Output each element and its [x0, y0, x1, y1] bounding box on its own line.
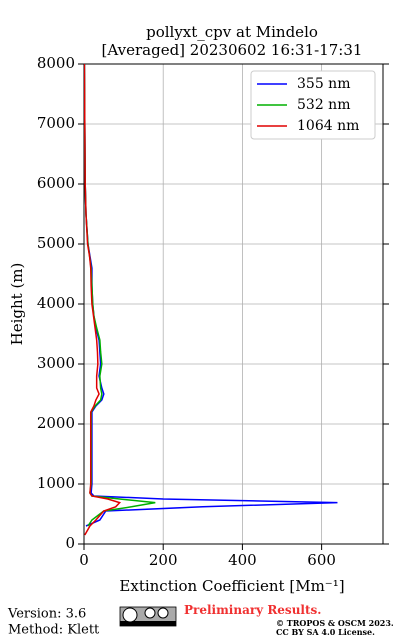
y-tick-label: 4000 [37, 294, 75, 312]
y-axis-label: Height (m) [8, 263, 26, 346]
copyright: © TROPOS & OSCM 2023. [276, 618, 394, 628]
y-tick-label: 0 [65, 534, 75, 552]
chart-title: pollyxt_cpv at Mindelo [146, 23, 318, 41]
x-axis-label: Extinction Coefficient [Mm⁻¹] [119, 577, 344, 595]
preliminary-note: Preliminary Results. [184, 603, 321, 617]
profile-line [84, 64, 122, 536]
profile-line [84, 64, 156, 527]
x-tick-label: 400 [228, 551, 257, 569]
cc-badge [119, 606, 177, 627]
y-tick-label: 1000 [37, 474, 75, 492]
legend-box [250, 70, 376, 140]
version: Version: 3.6 [7, 607, 86, 622]
y-tick-label: 7000 [37, 114, 75, 132]
x-tick-label: 0 [79, 551, 89, 569]
legend-label: 355 nm [297, 76, 350, 92]
y-tick-label: 5000 [37, 234, 75, 252]
legend-label: 532 nm [297, 97, 350, 113]
x-tick-label: 600 [307, 551, 336, 569]
plot-frame [83, 63, 384, 545]
chart-subtitle: [Averaged] 20230602 16:31-17:31 [102, 41, 363, 59]
y-tick-label: 6000 [37, 174, 75, 192]
legend-label: 1064 nm [297, 118, 359, 134]
y-tick-label: 2000 [37, 414, 75, 432]
method: Method: Klett [8, 623, 100, 638]
y-tick-label: 3000 [37, 354, 75, 372]
x-tick-label: 200 [149, 551, 178, 569]
preliminary-text: Preliminary Results. [184, 603, 321, 617]
license: CC BY SA 4.0 License. [276, 627, 375, 637]
y-tick-label: 8000 [37, 54, 75, 72]
